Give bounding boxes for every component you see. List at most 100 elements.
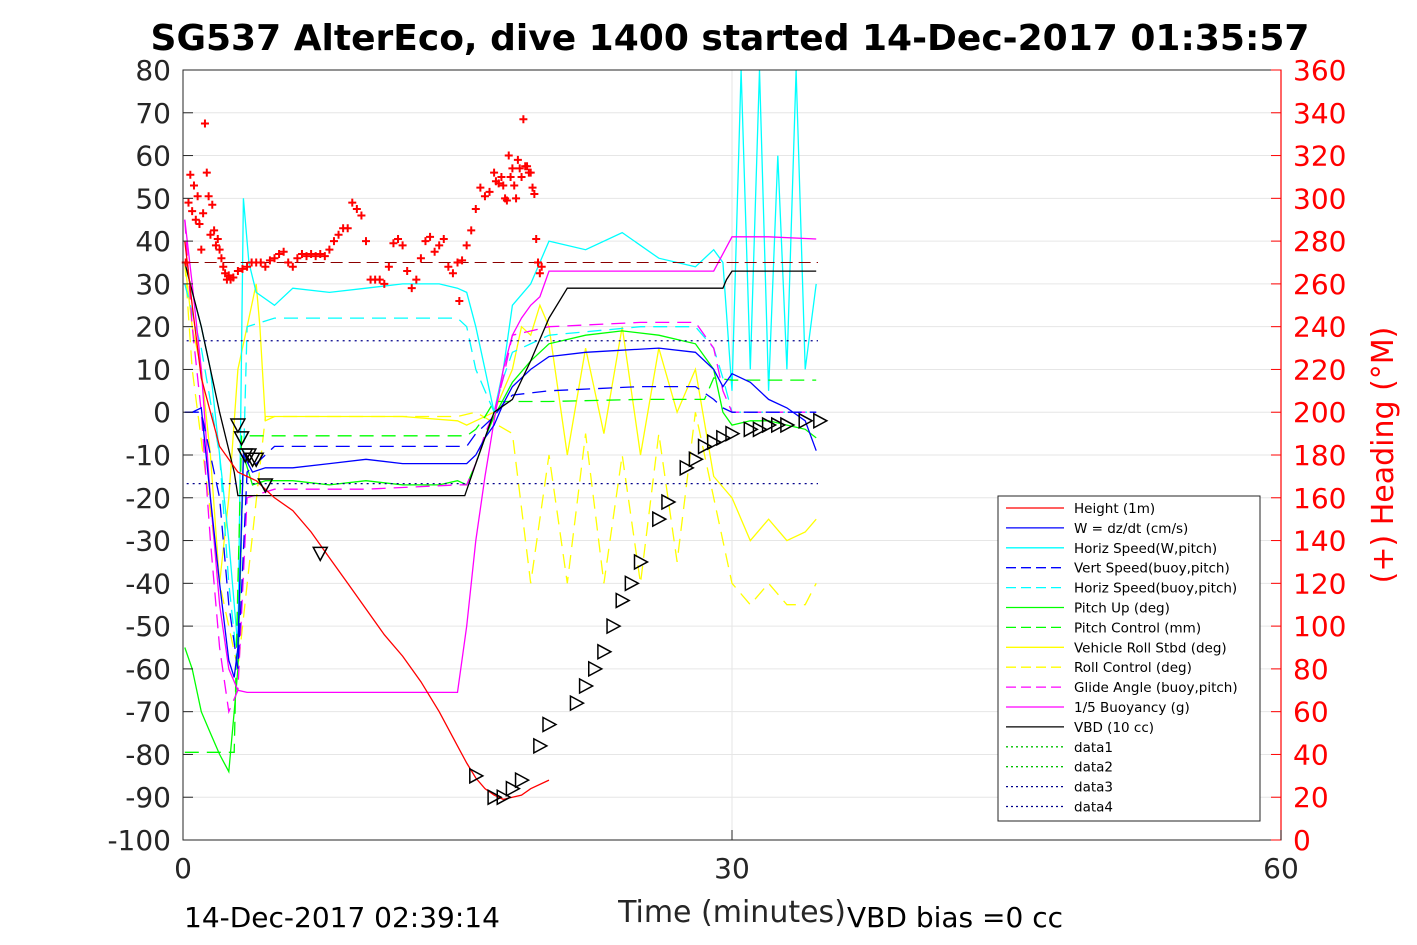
legend-label: Pitch Up (deg) (1074, 601, 1170, 617)
dive-up-marker (505, 780, 521, 797)
legend-label: Horiz Speed(buoy,pitch) (1074, 581, 1237, 597)
heading-point (530, 190, 539, 199)
dive-up-marker (569, 694, 586, 712)
heading-point (499, 181, 508, 190)
right-tick-label: 0 (1293, 824, 1311, 857)
heading-point (329, 237, 338, 246)
heading-point (453, 258, 462, 267)
heading-point (343, 224, 352, 233)
heading-point (288, 262, 297, 271)
dive-up-marker (752, 421, 769, 438)
heading-point (504, 151, 513, 160)
x-tick-label: 0 (174, 852, 192, 885)
dive-up-marker (588, 660, 604, 678)
heading-point (243, 262, 252, 271)
heading-point (506, 172, 515, 181)
legend-label: Vehicle Roll Stbd (deg) (1074, 640, 1227, 656)
left-tick-label: -70 (125, 696, 171, 729)
footer-timestamp: 14-Dec-2017 02:39:14 (184, 901, 500, 934)
heading-point (316, 249, 325, 258)
heading-point (412, 275, 421, 284)
dive-up-marker (633, 553, 650, 571)
dive-up-marker (578, 677, 595, 695)
dive-up-marker (652, 510, 668, 528)
heading-point (416, 254, 425, 263)
legend-label: Vert Speed(buoy,pitch) (1074, 561, 1230, 577)
heading-point (191, 215, 200, 224)
left-tick-label: 60 (135, 140, 171, 173)
dive-down-marker (233, 431, 250, 447)
dive-up-marker (469, 767, 485, 785)
heading-point (193, 192, 202, 201)
heading-point (186, 170, 195, 179)
series-line-horiz_buoy (184, 283, 817, 669)
left-tick-label: -10 (125, 439, 171, 472)
heading-point (188, 207, 197, 216)
left-tick-label: 10 (135, 353, 171, 386)
right-tick-label: 320 (1293, 140, 1346, 173)
right-tick-label: 280 (1293, 225, 1346, 258)
legend-label: Height (1m) (1074, 501, 1155, 517)
dive-down-marker (240, 448, 258, 464)
heading-point (526, 168, 535, 177)
heading-point (471, 205, 480, 214)
footer-vbd-bias: VBD bias =0 cc (847, 901, 1063, 934)
heading-point (512, 194, 521, 203)
heading-point (297, 249, 306, 258)
heading-point (206, 230, 215, 239)
left-tick-label: 0 (153, 396, 171, 429)
right-axis: 0 20 40 60 80 100 120 140 160 180 200 220 240 260 280 3… (1271, 54, 1346, 857)
heading-point (204, 192, 213, 201)
dive-up-marker (679, 459, 695, 477)
dive-up-marker (716, 429, 732, 447)
right-axis-label: (+) Heading (°M) (1366, 327, 1401, 584)
heading-point (517, 172, 526, 181)
heading-point (348, 198, 357, 207)
dive-up-marker (813, 412, 829, 430)
right-tick-label: 220 (1293, 353, 1346, 386)
heading-point (494, 179, 503, 188)
right-tick-label: 160 (1293, 482, 1346, 515)
heading-point (439, 234, 448, 243)
legend-label: VBD (10 cc) (1074, 720, 1154, 736)
dive-up-marker (597, 643, 613, 661)
heading-point (444, 262, 453, 271)
heading-point (224, 271, 233, 280)
depth-markers (229, 412, 829, 806)
heading-point (476, 183, 485, 192)
chart-title: SG537 AlterEco, dive 1400 started 14-Dec… (151, 18, 1310, 59)
series-line-height (184, 241, 550, 801)
heading-point (261, 262, 270, 271)
heading-point (519, 115, 528, 124)
heading-point (284, 258, 293, 267)
left-tick-label: -100 (107, 824, 171, 857)
heading-point (275, 249, 284, 258)
heading-point (270, 254, 279, 263)
heading-point (352, 205, 361, 214)
dive-down-marker (247, 452, 265, 468)
series-line-roll (184, 262, 817, 584)
heading-point (403, 267, 412, 276)
heading-point (462, 241, 471, 250)
heading-point (502, 196, 511, 205)
dive-up-marker (542, 716, 558, 733)
heading-point (528, 183, 537, 192)
heading-point (320, 252, 329, 261)
heading-point (513, 155, 522, 164)
left-tick-label: -60 (125, 653, 171, 686)
series-layer (184, 69, 819, 801)
dive-up-marker (487, 788, 503, 806)
heading-point (265, 256, 274, 265)
x-axis-label: Time (minutes) (617, 895, 846, 930)
heading-point (325, 245, 334, 254)
right-tick-label: 60 (1293, 696, 1329, 729)
heading-point (302, 252, 311, 261)
dive-up-marker (624, 575, 640, 592)
dive-down-marker (229, 418, 247, 434)
heading-point (375, 275, 384, 284)
left-tick-label: 50 (135, 182, 171, 215)
heading-point (200, 119, 209, 128)
right-tick-label: 240 (1293, 311, 1346, 344)
right-tick-label: 300 (1293, 182, 1346, 215)
